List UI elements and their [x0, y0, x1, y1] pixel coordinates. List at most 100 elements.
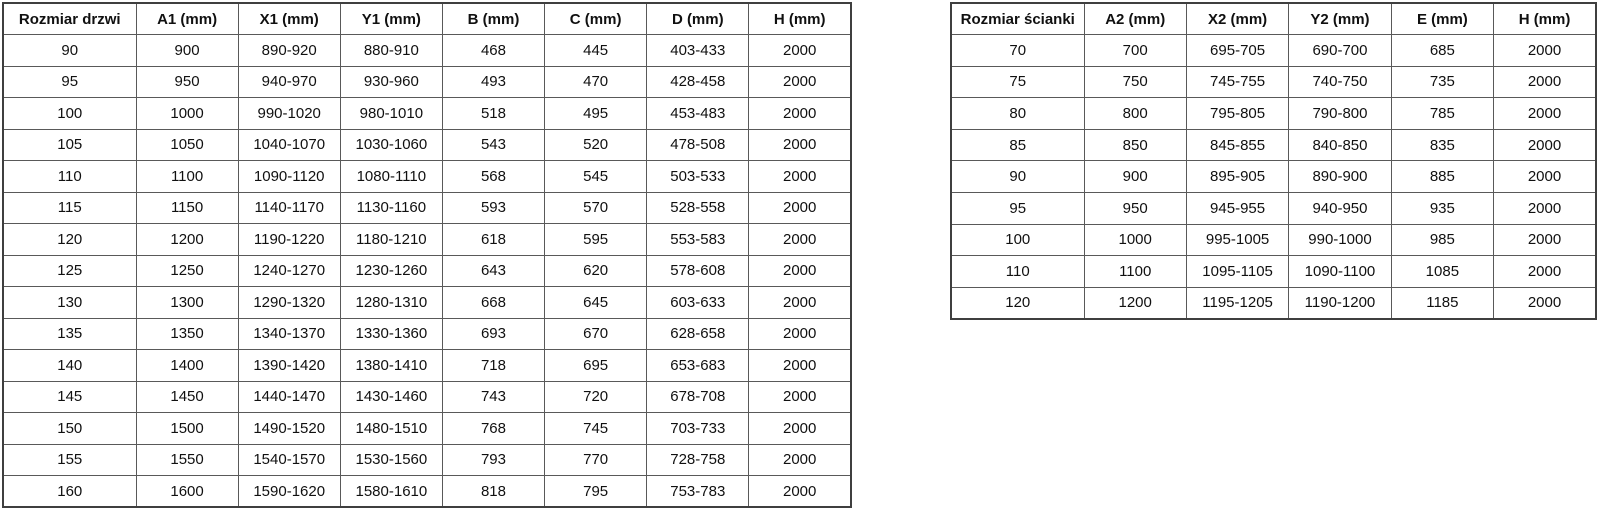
table-cell: 495: [544, 97, 648, 130]
column-header: X1 (mm): [237, 2, 341, 35]
table-cell: 990-1020: [237, 97, 341, 130]
table-cell: 700: [1083, 34, 1187, 67]
table-cell: 493: [441, 65, 546, 98]
table-cell: 2000: [1493, 128, 1597, 162]
table-cell: 728-758: [646, 443, 750, 476]
table-cell: 895-905: [1185, 160, 1290, 194]
table-row: 100 1000 990-1020 980-1010 518 495 453-483 2000: [2, 97, 852, 130]
table-cell: 753-783: [646, 475, 750, 508]
table-cell: 1230-1260: [339, 254, 443, 287]
table-row: 160 1600 1590-1620 1580-1610 818 795 753-783 20…: [2, 475, 852, 508]
table-cell: 940-950: [1288, 192, 1392, 225]
table-row: 70 700 695-705 690-700 685 2000: [950, 34, 1597, 67]
table-cell: 935: [1390, 192, 1495, 225]
table-cell: 1580-1610: [339, 475, 443, 508]
table-cell: 85: [950, 128, 1085, 162]
table-cell: 850: [1083, 128, 1187, 162]
table-cell: 2000: [748, 286, 852, 319]
table-cell: 115: [2, 191, 137, 224]
table-cell: 1450: [135, 380, 239, 413]
column-header: Rozmiar drzwi: [2, 2, 137, 35]
table-cell: 110: [2, 160, 137, 193]
table-cell: 800: [1083, 97, 1187, 130]
table-cell: 1040-1070: [237, 128, 341, 161]
table-cell: 1550: [135, 443, 239, 476]
table-row: 90 900 895-905 890-900 885 2000: [950, 160, 1597, 194]
table-cell: 2000: [1493, 160, 1597, 194]
table-cell: 678-708: [646, 380, 750, 413]
table-cell: 1500: [135, 412, 239, 445]
table-cell: 930-960: [339, 65, 443, 98]
table-cell: 120: [2, 223, 137, 256]
table-cell: 1290-1320: [237, 286, 341, 319]
column-header: A1 (mm): [135, 2, 239, 35]
table-cell: 553-583: [646, 223, 750, 256]
table-cell: 1600: [135, 475, 239, 508]
table-cell: 595: [544, 223, 648, 256]
table-cell: 690-700: [1288, 34, 1392, 67]
table-row: 95 950 940-970 930-960 493 470 428-458 2000: [2, 65, 852, 98]
table-cell: 2000: [748, 349, 852, 382]
table-cell: 90: [950, 160, 1085, 194]
table-cell: 1200: [135, 223, 239, 256]
table-cell: 140: [2, 349, 137, 382]
table-cell: 740-750: [1288, 65, 1392, 99]
table-cell: 770: [544, 443, 648, 476]
table-cell: 2000: [748, 412, 852, 445]
table-cell: 1095-1105: [1185, 255, 1290, 288]
table-cell: 603-633: [646, 286, 750, 319]
column-header: Y2 (mm): [1288, 2, 1392, 36]
column-header: Rozmiar ścianki: [950, 2, 1085, 36]
table-cell: 793: [441, 443, 546, 476]
table-cell: 2000: [748, 191, 852, 224]
table-cell: 503-533: [646, 160, 750, 193]
column-header: D (mm): [646, 2, 750, 35]
table-cell: 790-800: [1288, 97, 1392, 130]
table-cell: 95: [950, 192, 1085, 225]
table-cell: 568: [441, 160, 546, 193]
table-cell: 1140-1170: [237, 191, 341, 224]
table-cell: 1185: [1390, 286, 1495, 320]
table-cell: 1100: [135, 160, 239, 193]
table-row: 120 1200 1195-1205 1190-1200 1185 2000: [950, 286, 1597, 320]
table-cell: 1080-1110: [339, 160, 443, 193]
table-row: 120 1200 1190-1220 1180-1210 618 595 553-583 20…: [2, 223, 852, 256]
table-cell: 703-733: [646, 412, 750, 445]
table-cell: 135: [2, 317, 137, 350]
table-cell: 2000: [748, 223, 852, 256]
table-cell: 2000: [748, 380, 852, 413]
column-header: B (mm): [441, 2, 546, 35]
table-cell: 1330-1360: [339, 317, 443, 350]
table-cell: 745: [544, 412, 648, 445]
table-cell: 945-955: [1185, 192, 1290, 225]
table-cell: 90: [2, 34, 137, 67]
table-row: 145 1450 1440-1470 1430-1460 743 720 678-708 20…: [2, 380, 852, 413]
table-cell: 2000: [1493, 34, 1597, 67]
table-cell: 693: [441, 317, 546, 350]
table-cell: 1195-1205: [1185, 286, 1290, 320]
table-row: 85 850 845-855 840-850 835 2000: [950, 128, 1597, 162]
table-row: 110 1100 1090-1120 1080-1110 568 545 503-533 20…: [2, 160, 852, 193]
table-cell: 578-608: [646, 254, 750, 287]
table-cell: 818: [441, 475, 546, 508]
table-cell: 100: [2, 97, 137, 130]
table-cell: 745-755: [1185, 65, 1290, 99]
table-cell: 845-855: [1185, 128, 1290, 162]
column-header: Y1 (mm): [339, 2, 443, 35]
table-cell: 2000: [748, 254, 852, 287]
table-cell: 1540-1570: [237, 443, 341, 476]
table-cell: 695: [544, 349, 648, 382]
table-cell: 1490-1520: [237, 412, 341, 445]
table-row: 140 1400 1390-1420 1380-1410 718 695 653-683 20…: [2, 349, 852, 382]
table-cell: 150: [2, 412, 137, 445]
table-cell: 2000: [1493, 192, 1597, 225]
table-cell: 2000: [748, 34, 852, 67]
table-cell: 528-558: [646, 191, 750, 224]
table-cell: 990-1000: [1288, 223, 1392, 257]
table-cell: 2000: [1493, 97, 1597, 130]
table-cell: 593: [441, 191, 546, 224]
table-cell: 75: [950, 65, 1085, 99]
table-cell: 1300: [135, 286, 239, 319]
table-cell: 2000: [748, 160, 852, 193]
table-cell: 2000: [748, 97, 852, 130]
